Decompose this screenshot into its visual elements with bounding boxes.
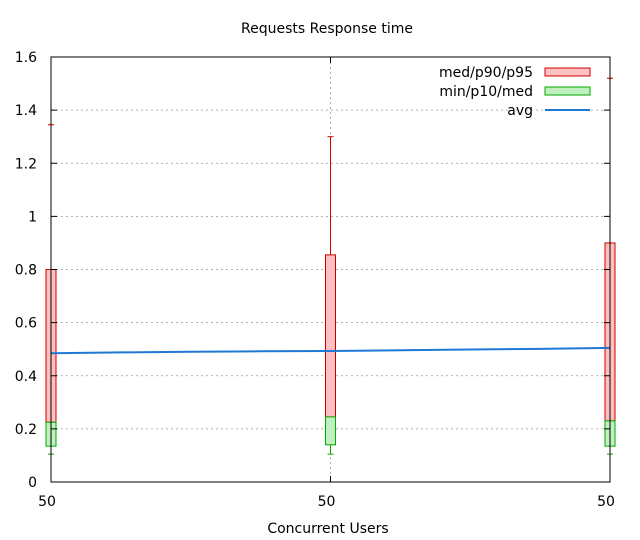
avg-line [50, 346, 611, 355]
legend-swatch [544, 67, 591, 77]
grid-layer [51, 57, 610, 482]
plot-border [50, 56, 611, 483]
x-tick-label: 50 [597, 494, 615, 510]
data-layer [45, 77, 616, 455]
x-tick-label: 50 [318, 494, 336, 510]
legend-label: min/p10/med [439, 84, 533, 100]
y-tick-label: 1 [28, 209, 37, 225]
legend-label: med/p90/p95 [439, 65, 533, 81]
y-tick-label: 0.2 [15, 422, 37, 438]
lower-box [325, 416, 336, 446]
y-tick-label: 0.4 [15, 369, 37, 385]
axis-layer: 0 0.2 0.4 0.6 0.8 1 1.2 1.4 1.6 50 50 50 [15, 50, 615, 510]
x-axis-title: Concurrent Users [267, 521, 388, 537]
legend-swatch [544, 86, 591, 96]
y-tick-label: 1.4 [15, 103, 37, 119]
y-tick-label: 1.2 [15, 156, 37, 172]
chart-title: Requests Response time [241, 21, 413, 37]
x-tick-label: 50 [38, 494, 56, 510]
legend: med/p90/p95 min/p10/med avg [439, 65, 591, 119]
y-tick-label: 0.6 [15, 316, 37, 332]
upper-box [325, 254, 336, 418]
y-tick-label: 0.8 [15, 263, 37, 279]
y-tick-label: 0 [28, 475, 37, 491]
y-tick-label: 1.6 [15, 50, 37, 66]
legend-label: avg [507, 103, 533, 119]
